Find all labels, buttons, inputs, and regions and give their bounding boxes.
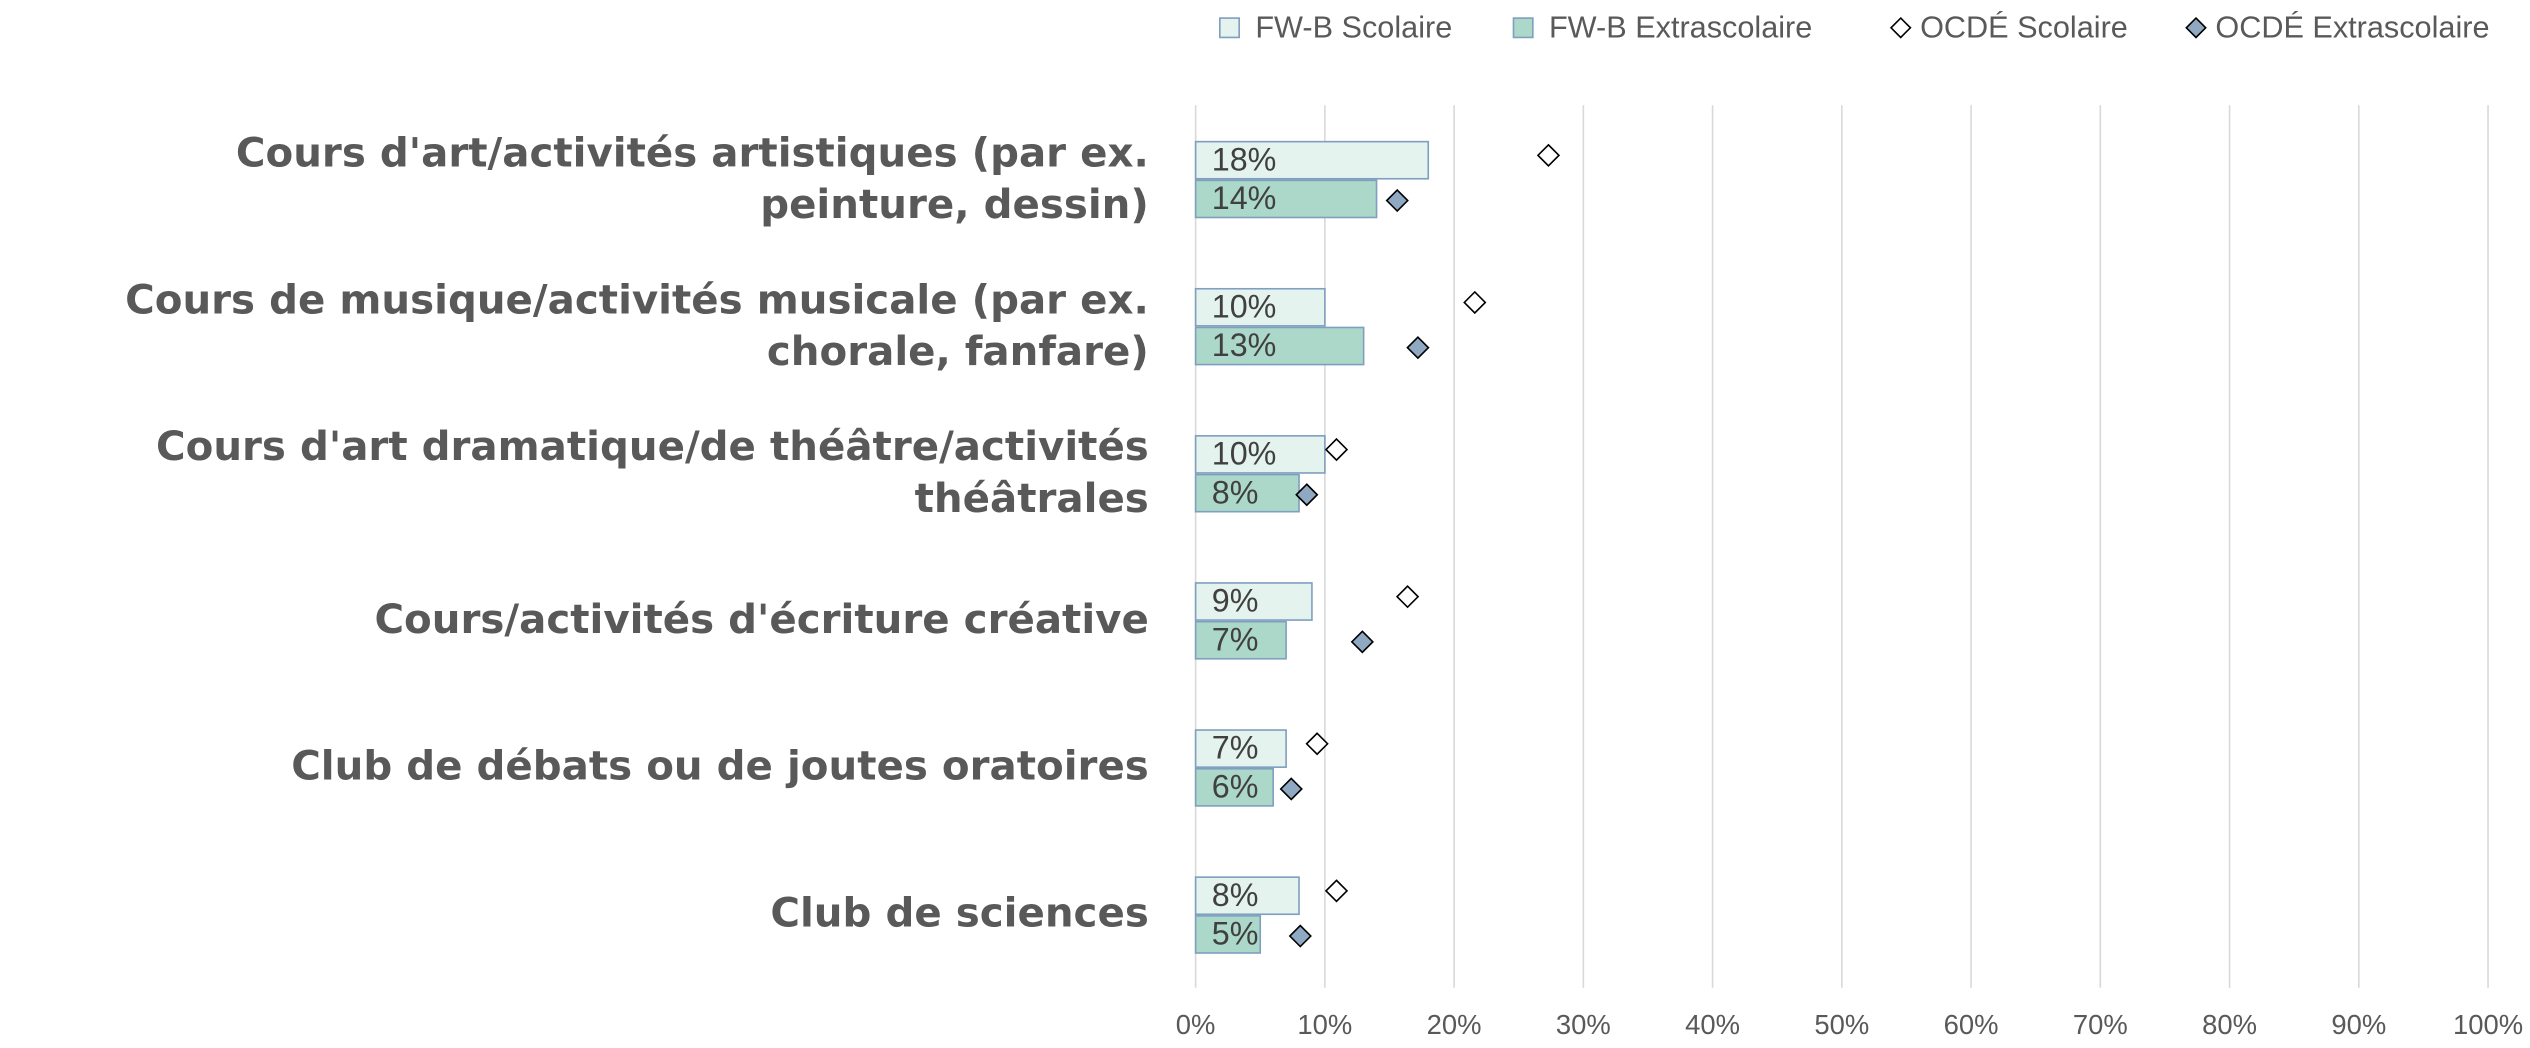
marker: [1324, 437, 1349, 462]
marker: [1536, 143, 1561, 167]
marker: [1295, 483, 1319, 507]
marker: [1279, 777, 1303, 801]
value-label: 8%: [1212, 877, 1259, 913]
bar: [1194, 620, 1287, 660]
x-tick-label: 100%: [2453, 1009, 2523, 1040]
legend-label: OCDÉ Extrascolaire: [2215, 9, 2489, 44]
bar: [1194, 767, 1274, 807]
marker: [1395, 585, 1420, 609]
value-label: 7%: [1212, 621, 1259, 657]
x-tick-label: 50%: [1814, 1009, 1869, 1040]
category-label-box: Club de débats ou de joutes oratoires: [291, 742, 1149, 790]
category-label: Club de sciences: [770, 890, 1149, 937]
marker: [1406, 336, 1430, 360]
category-label-box: Cours d'art dramatique/de théâtre/activi…: [156, 422, 1149, 522]
x-tick-label: 0%: [1176, 1009, 1216, 1040]
bar: [1194, 582, 1313, 621]
category-label: Cours/activités d'écriture créative: [374, 595, 1149, 643]
marker: [1305, 732, 1329, 756]
value-label: 9%: [1212, 583, 1259, 619]
bar: [1194, 179, 1378, 219]
legend-swatch: [1219, 17, 1240, 39]
category-label: Cours d'art dramatique/de théâtre/activi…: [156, 422, 1149, 522]
value-label: 8%: [1212, 474, 1259, 510]
bar: [1194, 287, 1326, 327]
bar: [1194, 876, 1300, 916]
x-tick-label: 30%: [1556, 1009, 1611, 1040]
bar: [1194, 326, 1365, 366]
value-label: 13%: [1212, 327, 1277, 363]
value-label: 14%: [1212, 180, 1277, 216]
bar: [1194, 140, 1430, 180]
category-label-box: Cours d'art/activités artistiques (par e…: [235, 128, 1149, 228]
value-label: 6%: [1212, 768, 1259, 804]
category-label: Club de débats ou de joutes oratoires: [291, 742, 1149, 790]
value-label: 7%: [1212, 730, 1259, 766]
bar: [1194, 473, 1300, 513]
marker: [1463, 290, 1487, 315]
category-label: Cours d'art/activités artistiques (par e…: [235, 128, 1149, 228]
value-label: 5%: [1212, 916, 1259, 952]
x-tick-label: 90%: [2331, 1009, 2386, 1040]
marker: [1385, 188, 1409, 213]
legend-swatch: [1512, 17, 1534, 39]
legend-swatch: [2185, 16, 2207, 39]
legend-label: FW-B Scolaire: [1255, 10, 1452, 44]
x-tick-label: 70%: [2073, 1009, 2128, 1040]
bar: [1194, 435, 1326, 474]
category-label-box: Club de sciences: [770, 890, 1149, 937]
legend-label: FW-B Extrascolaire: [1549, 10, 1812, 44]
category-label-box: Cours/activités d'écriture créative: [374, 595, 1149, 643]
x-tick-label: 60%: [1944, 1009, 1999, 1040]
legend-label: OCDÉ Scolaire: [1920, 9, 2128, 44]
bar: [1194, 915, 1262, 954]
legend-swatch: [1889, 16, 1912, 39]
x-tick-label: 80%: [2202, 1009, 2257, 1040]
x-tick-label: 40%: [1685, 1009, 1740, 1040]
x-tick-label: 20%: [1427, 1009, 1482, 1040]
value-label: 10%: [1212, 288, 1277, 324]
value-label: 18%: [1212, 141, 1277, 177]
category-label-box: Cours de musique/activités musicale (par…: [125, 275, 1149, 375]
marker: [1288, 924, 1312, 948]
marker: [1324, 879, 1349, 903]
x-tick-label: 10%: [1297, 1009, 1352, 1040]
bar: [1194, 729, 1287, 768]
category-label: Cours de musique/activités musicale (par…: [125, 275, 1149, 375]
value-label: 10%: [1212, 436, 1277, 472]
marker: [1350, 630, 1374, 654]
